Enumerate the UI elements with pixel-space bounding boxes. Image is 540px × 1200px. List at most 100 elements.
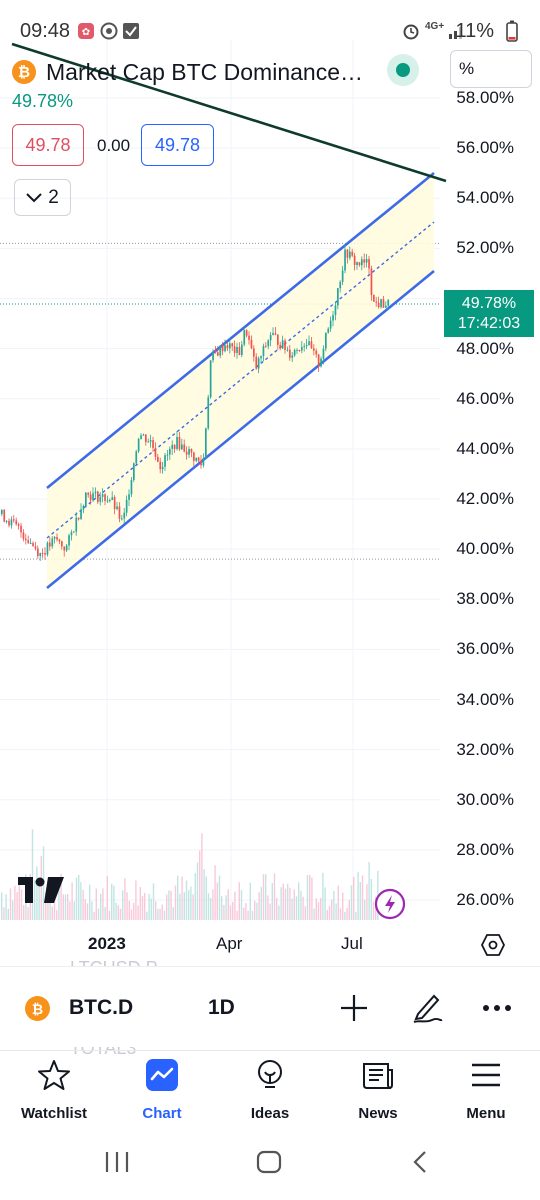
candle-body <box>301 347 303 351</box>
volume-bar <box>56 910 58 920</box>
chart-area[interactable] <box>0 40 540 925</box>
volume-bar <box>78 874 80 920</box>
price-axis-label: 32.00% <box>456 739 514 759</box>
volume-bar <box>366 884 368 920</box>
candle-body <box>207 397 210 429</box>
price-chart[interactable] <box>0 40 540 925</box>
volume-bar <box>53 893 56 920</box>
candle-body <box>142 434 145 436</box>
volume-bar <box>86 903 89 920</box>
nav-ideas[interactable]: Ideas <box>220 1058 320 1122</box>
candle-body <box>3 509 6 522</box>
candle-body <box>291 355 294 358</box>
nav-news[interactable]: News <box>328 1058 428 1122</box>
candle-body <box>190 448 193 453</box>
system-navigation-bar <box>0 1130 540 1200</box>
candle-body <box>145 434 147 443</box>
volume-bar <box>9 888 12 920</box>
volume-bar <box>80 882 82 920</box>
candle-body <box>315 350 318 355</box>
candle-body <box>39 552 42 557</box>
lightning-icon[interactable] <box>374 888 406 920</box>
candle-body <box>171 444 174 449</box>
candle-body <box>13 519 15 521</box>
volume-bar <box>69 901 71 920</box>
nav-menu[interactable]: Menu <box>436 1058 536 1122</box>
candle-body <box>152 440 154 448</box>
candle-body <box>65 545 68 551</box>
candle-body <box>377 302 380 308</box>
volume-bar <box>27 907 29 920</box>
last-price-tag: 49.78% 17:42:03 <box>444 290 534 337</box>
more-options-icon[interactable] <box>481 996 513 1020</box>
sell-price-button[interactable]: 49.78 <box>12 124 84 166</box>
candle-body <box>111 497 114 501</box>
volume-bar <box>229 905 232 920</box>
volume-bar <box>82 889 84 920</box>
candle-body <box>130 479 133 495</box>
nav-chart[interactable]: Chart <box>112 1058 212 1122</box>
candle-body <box>219 345 222 356</box>
volume-bar <box>23 904 25 920</box>
candle-body <box>56 537 58 540</box>
home-icon[interactable] <box>256 1150 282 1174</box>
candle-body <box>358 262 361 266</box>
volume-bar <box>372 901 375 920</box>
back-icon[interactable] <box>410 1150 430 1174</box>
nav-watchlist[interactable]: Watchlist <box>4 1058 104 1122</box>
indicators-collapse-button[interactable]: 2 <box>14 179 71 216</box>
app-icon: ✿ <box>77 22 95 44</box>
volume-bar <box>236 910 238 920</box>
interval-selector[interactable]: 1D <box>208 996 235 1019</box>
volume-bar <box>150 898 152 920</box>
candle-body <box>97 491 99 502</box>
spread-value: 0.00 <box>97 136 131 155</box>
volume-bar <box>370 879 372 920</box>
candle-body <box>313 348 315 351</box>
volume-bar <box>278 905 280 920</box>
volume-bar <box>179 893 181 920</box>
bitcoin-icon: ₿ <box>12 60 36 84</box>
candle-body <box>286 349 289 351</box>
volume-bar <box>113 885 115 920</box>
symbol-title[interactable]: Market Cap BTC Dominance… <box>46 58 363 85</box>
recent-apps-icon[interactable] <box>104 1150 130 1174</box>
volume-bar <box>5 894 7 920</box>
symbol-header[interactable]: ₿ Market Cap BTC Dominance… <box>12 57 363 87</box>
add-plus-icon[interactable] <box>339 993 369 1023</box>
volume-bar <box>298 882 300 920</box>
bitcoin-icon: ₿ <box>25 996 50 1021</box>
candle-body <box>169 448 171 455</box>
candle-body <box>17 524 20 526</box>
volume-bar <box>225 895 227 920</box>
candle-body <box>118 506 121 519</box>
volume-bar <box>102 888 104 920</box>
drawing-pen-icon[interactable] <box>410 990 444 1024</box>
volume-bar <box>227 889 229 920</box>
scale-mode-button[interactable]: % <box>450 50 532 88</box>
volume-bar <box>163 910 166 920</box>
candle-body <box>46 542 49 555</box>
candle-body <box>370 268 373 295</box>
candle-body <box>157 456 159 462</box>
candle-body <box>51 538 54 547</box>
volume-bar <box>124 878 126 920</box>
candle-body <box>44 553 46 555</box>
candle-body <box>305 345 308 347</box>
chart-settings-icon[interactable] <box>481 933 505 957</box>
buy-price-button[interactable]: 49.78 <box>141 124 214 166</box>
market-open-indicator[interactable] <box>387 54 419 86</box>
volume-bar <box>280 887 282 920</box>
symbol-selector[interactable]: BTC.D <box>69 996 134 1019</box>
candle-body <box>229 343 231 349</box>
chart-icon <box>146 1059 178 1091</box>
volume-bar <box>302 896 304 920</box>
svg-text:✿: ✿ <box>82 27 90 38</box>
candle-body <box>274 333 277 335</box>
candle-body <box>353 255 356 265</box>
price-axis-label: 44.00% <box>456 438 514 458</box>
signal-icon <box>447 22 465 44</box>
volume-bar <box>84 899 86 920</box>
volume-bar <box>326 909 328 920</box>
volume-bar <box>295 896 298 920</box>
